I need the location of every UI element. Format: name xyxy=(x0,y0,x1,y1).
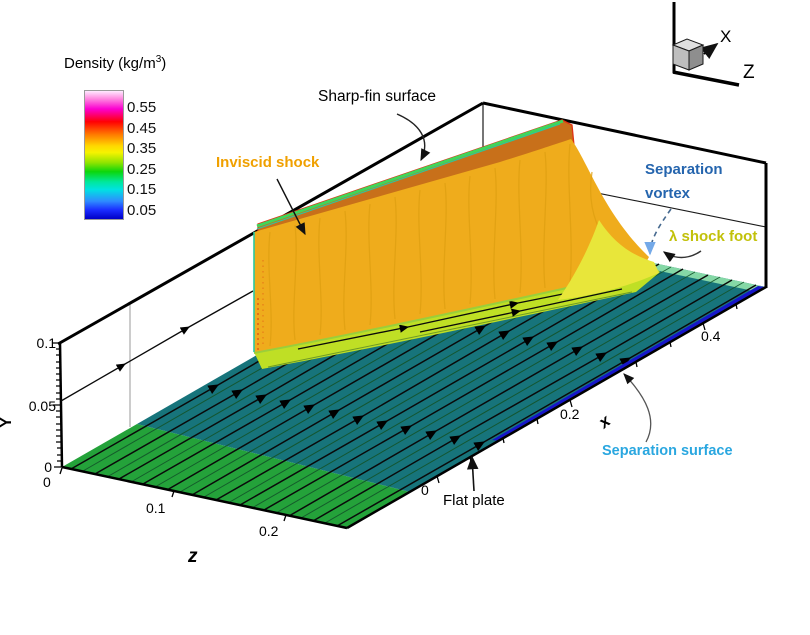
orientation-indicator xyxy=(671,2,740,87)
x-axis-edge xyxy=(346,285,767,530)
z-tick-0.1: 0.1 xyxy=(146,500,166,516)
lambda-foot-arrow xyxy=(662,250,702,263)
x-tick-0.2: 0.2 xyxy=(560,406,580,422)
annotation-separation-vortex-line2: vortex xyxy=(645,185,691,202)
separation-vortex-arrow xyxy=(644,208,672,256)
lambda-shock-foot xyxy=(558,220,659,300)
annotation-arrows xyxy=(276,113,702,492)
z-axis-label: z xyxy=(188,546,198,567)
y-axis-label: Y xyxy=(0,417,16,428)
density-colorbar xyxy=(84,90,124,220)
colorbar-tick-0.05: 0.05 xyxy=(127,202,157,219)
colorbar-tick-0.55: 0.55 xyxy=(127,99,157,116)
colorbar-tick-0.35: 0.35 xyxy=(127,140,157,157)
separation-surface-strip xyxy=(492,286,766,441)
annotation-separation-vortex-line1: Separation xyxy=(645,161,723,178)
colorbar-tick-0.15: 0.15 xyxy=(127,181,157,198)
z-tick-0.2: 0.2 xyxy=(259,523,279,539)
separation-surface-arrow xyxy=(623,373,652,443)
inviscid-shock-arrow xyxy=(276,178,306,236)
orientation-x-label: X xyxy=(720,27,732,46)
orientation-z-label: Z xyxy=(743,62,755,83)
annotation-inviscid-shock: Inviscid shock xyxy=(216,154,320,171)
y-tick-0.05: 0.05 xyxy=(28,398,56,414)
annotation-lambda-foot: λ shock foot xyxy=(669,228,758,245)
annotation-sharp-fin: Sharp-fin surface xyxy=(318,88,437,105)
colorbar-tick-0.45: 0.45 xyxy=(127,120,157,137)
wall-streamline xyxy=(60,290,254,402)
z-axis-edge xyxy=(61,465,348,530)
annotation-separation-surface: Separation surface xyxy=(602,443,733,459)
sharp-fin-arrow xyxy=(396,113,431,162)
x-tick-0.4: 0.4 xyxy=(701,328,721,344)
inviscid-shock-surface xyxy=(253,139,649,354)
flat-plate-arrow xyxy=(466,455,479,492)
x-tick-0: 0 xyxy=(421,482,429,498)
colorbar-title: Density (kg/m3) xyxy=(64,54,167,72)
z-tick-0: 0 xyxy=(43,474,51,490)
annotation-flat-plate: Flat plate xyxy=(443,492,505,509)
y-tick-0.1: 0.1 xyxy=(36,335,56,351)
shock-striations xyxy=(268,143,623,347)
orientation-cube xyxy=(671,38,705,71)
colorbar-tick-0.25: 0.25 xyxy=(127,161,157,178)
y-tick-0: 0 xyxy=(44,459,52,475)
